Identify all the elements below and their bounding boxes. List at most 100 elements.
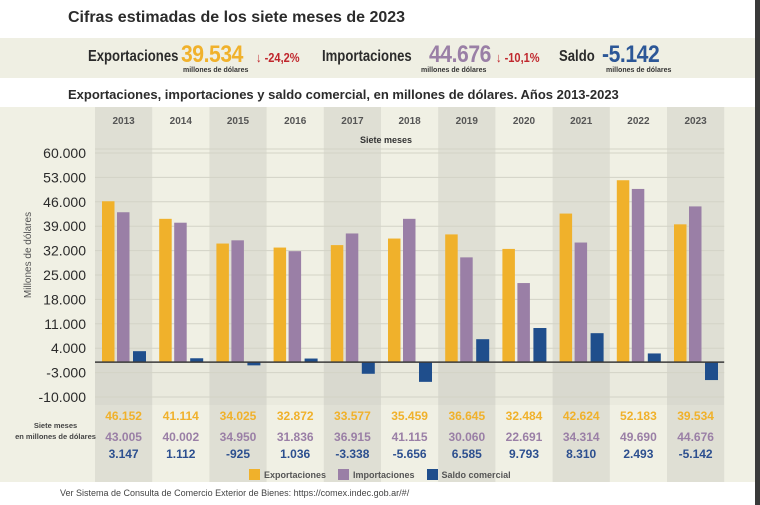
legend-swatch-balance [426,469,438,480]
data-label: 32.872 [277,409,314,423]
footer: Ver Sistema de Consulta de Comercio Exte… [60,488,409,498]
y-tick-label: -10.000 [39,389,87,405]
table-label-line1: Siete meses [33,421,78,430]
data-label: 30.060 [448,430,485,444]
bar-importaciones [574,242,588,363]
page-title: Cifras estimadas de los siete meses de 2… [68,9,406,26]
bar-importaciones [117,212,130,363]
data-label: 40.002 [162,430,199,444]
bar-saldo-comercial [304,358,318,363]
y-tick-label: 25.000 [43,267,86,283]
bar-importaciones [460,257,473,363]
x-tick-label: 2018 [398,116,421,127]
bar-exportaciones [216,243,229,363]
bar-importaciones [345,233,359,363]
footer-link[interactable]: https://comex.indec.gob.ar/#/ [293,488,410,498]
bar-importaciones [403,218,416,363]
data-label: 39.534 [677,409,714,423]
exports-change-value: -24,2% [264,50,300,65]
bar-exportaciones [273,247,287,363]
data-label: 34.025 [220,409,257,423]
bar-saldo-comercial [190,358,204,363]
data-label: 35.459 [391,409,428,423]
bar-saldo-comercial [590,333,604,363]
exports-value: 39.534 [181,41,243,68]
data-label: 22.691 [506,430,543,444]
balance-value: -5.142 [602,41,660,68]
data-label: -3.338 [335,447,369,461]
bar-importaciones [231,240,244,363]
exports-unit: millones de dólares [183,67,249,74]
bar-exportaciones [559,213,573,363]
x-tick-label: 2021 [570,116,593,127]
bar-saldo-comercial [533,328,547,363]
bar-exportaciones [674,224,687,363]
legend: Exportaciones Importaciones Saldo comerc… [249,469,511,480]
y-tick-label: 60.000 [43,145,86,161]
exports-change: ↓ -24,2% [256,50,300,65]
bar-importaciones [174,222,187,363]
imports-unit: millones de dólares [421,67,487,74]
bar-exportaciones [616,180,630,363]
data-label: 8.310 [566,447,596,461]
bar-importaciones [517,283,530,363]
data-label: 36.915 [334,430,371,444]
data-label: 41.114 [163,409,199,423]
exports-label: Exportaciones [88,48,179,65]
y-tick-label: 32.000 [43,243,86,259]
legend-label-imports: Importaciones [353,469,415,480]
data-label: 36.645 [448,409,485,423]
imports-value: 44.676 [429,41,491,68]
data-label: 2.493 [623,447,653,461]
summary-band: Exportaciones 39.534 millones de dólares… [0,38,755,78]
data-label: 46.152 [105,409,142,423]
imports-change: ↓ -10,1% [496,50,540,65]
imports-change-value: -10,1% [504,50,540,65]
y-tick-label: 46.000 [43,194,86,210]
bar-exportaciones [159,218,172,363]
data-label: 34.314 [563,430,600,444]
y-tick-label: 11.000 [44,316,86,332]
bar-saldo-comercial [361,362,375,374]
data-label: 43.005 [105,430,142,444]
x-tick-label: 2019 [456,116,479,127]
data-label: 34.950 [220,430,257,444]
bar-saldo-comercial [419,362,432,382]
data-label: 1.112 [166,447,196,461]
data-label: 41.115 [392,430,428,444]
bar-saldo-comercial [476,339,490,363]
balance-label: Saldo [559,48,595,65]
data-label: -5.142 [679,447,713,461]
x-tick-label: 2017 [341,116,364,127]
data-label: 3.147 [109,447,139,461]
legend-label-exports: Exportaciones [264,469,327,480]
x-tick-label: 2014 [170,116,193,127]
bar-saldo-comercial [705,362,718,381]
data-label: -925 [226,447,250,461]
x-tick-label: 2016 [284,116,307,127]
bar-exportaciones [330,245,344,363]
bar-importaciones [288,251,302,363]
y-tick-label: -3.000 [46,365,86,381]
bar-exportaciones [388,238,401,363]
imports-label: Importaciones [322,48,412,65]
bar-saldo-comercial [647,353,661,363]
x-tick-label: 2022 [627,116,650,127]
y-tick-label: 18.000 [43,291,86,307]
data-label: 42.624 [563,409,600,423]
legend-swatch-imports [338,469,350,480]
arrow-down-icon: ↓ [496,50,502,65]
x-tick-label: 2015 [227,116,250,127]
data-label: 49.690 [620,430,657,444]
bar-saldo-comercial [133,351,146,363]
y-tick-label: 39.000 [43,218,86,234]
data-label: 6.585 [452,447,482,461]
data-label: 31.836 [277,430,314,444]
bar-exportaciones [445,234,458,363]
window-edge [755,0,760,505]
data-label: 33.577 [334,409,371,423]
legend-swatch-exports [249,469,260,480]
y-tick-label: 4.000 [51,340,86,356]
x-tick-label: 2020 [513,116,536,127]
